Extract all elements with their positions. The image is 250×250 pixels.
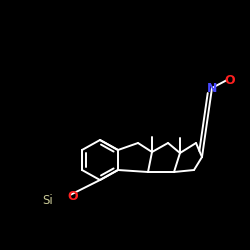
Text: O: O bbox=[224, 74, 235, 86]
Text: O: O bbox=[67, 190, 78, 203]
Text: N: N bbox=[207, 82, 217, 94]
Text: Si: Si bbox=[42, 194, 54, 206]
